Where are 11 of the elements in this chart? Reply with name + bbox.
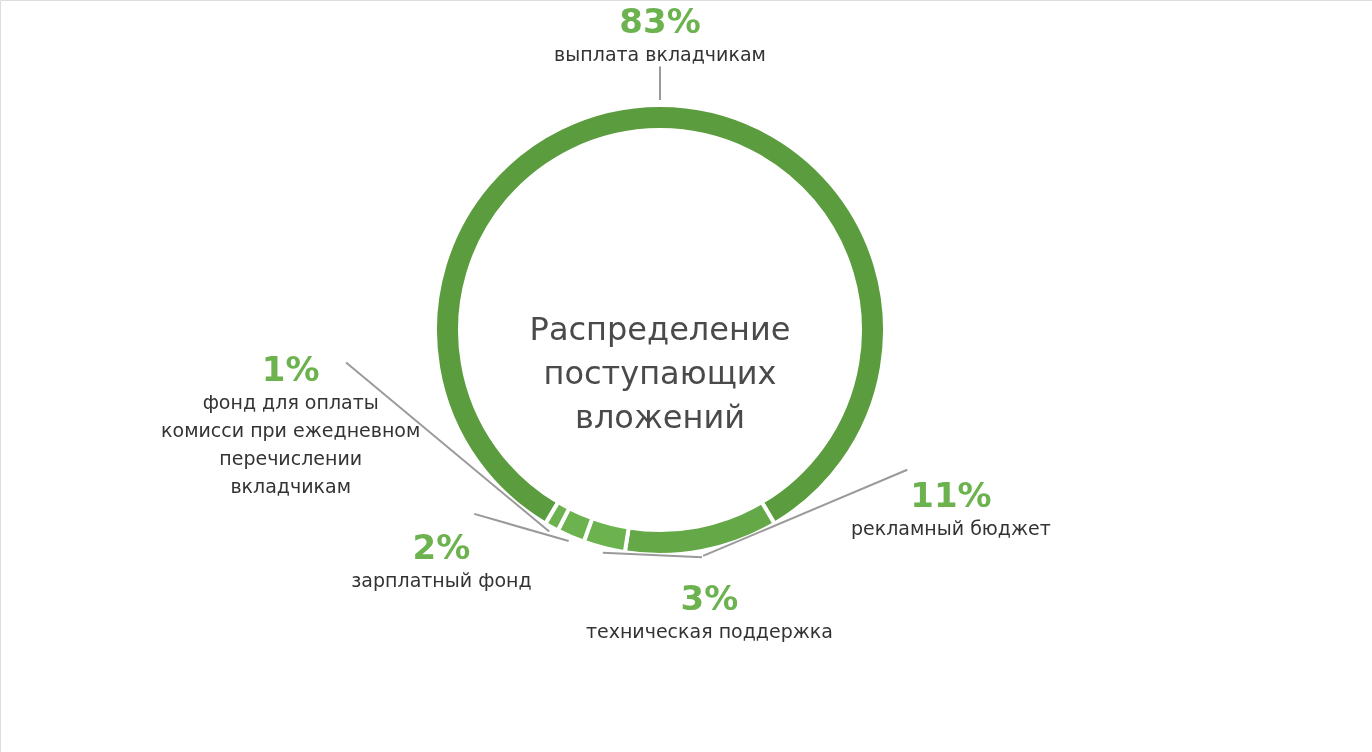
data-label: 2% [412, 527, 471, 568]
slice-label: рекламный бюджет [850, 517, 1051, 540]
data-label: 1% [261, 349, 320, 390]
text: Распределение поступающих вложений [529, 310, 791, 436]
data-label: 83% [619, 1, 701, 41]
slice-label: фонд для оплаты комисси при ежедневном перечислении вкладчикам [161, 391, 421, 498]
slice-label: зарплатный фонд [351, 569, 532, 592]
data-label: 3% [680, 578, 739, 619]
data-label: 11% [910, 475, 992, 516]
slice-label: техническая поддержка [585, 620, 833, 643]
slice-label: выплата вкладчикам [554, 43, 766, 65]
